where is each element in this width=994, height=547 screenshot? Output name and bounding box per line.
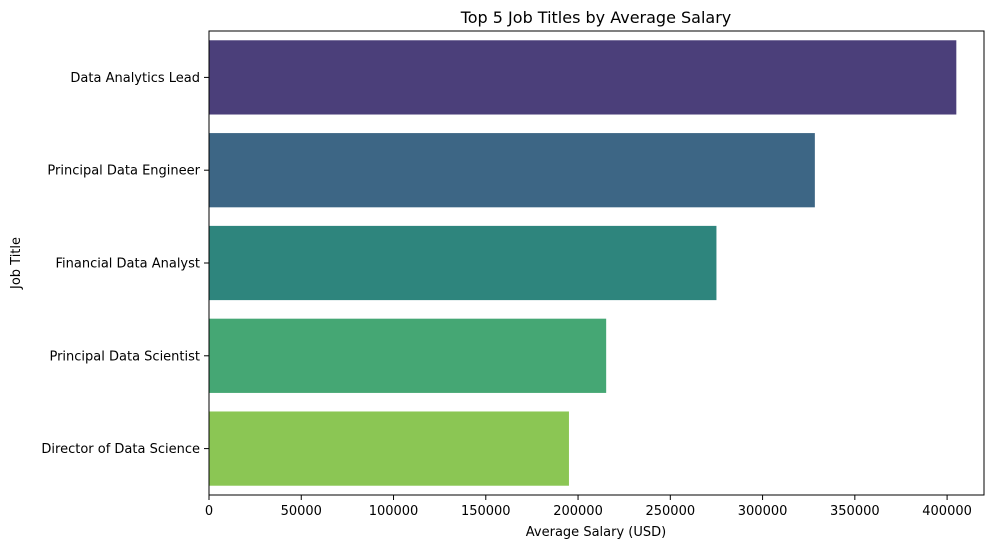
x-tick-label: 50000: [281, 504, 322, 519]
y-tick-label: Principal Data Engineer: [47, 164, 200, 179]
y-axis: Data Analytics Lead Principal Data Engine…: [41, 71, 209, 457]
x-tick-label: 100000: [369, 504, 419, 519]
y-axis-label: Job Title: [9, 237, 24, 290]
y-tick-label: Principal Data Scientist: [49, 349, 200, 364]
bar-2: [209, 225, 717, 301]
x-tick-label: 0: [205, 504, 213, 519]
x-tick-label: 200000: [553, 504, 603, 519]
bar-4: [209, 411, 569, 486]
bar-3: [209, 318, 607, 393]
x-tick-label: 150000: [461, 504, 511, 519]
y-tick-label: Director of Data Science: [41, 442, 200, 457]
bar-1: [209, 133, 815, 208]
x-tick-label: 350000: [830, 504, 880, 519]
x-axis-label: Average Salary (USD): [526, 525, 666, 540]
bar-0: [209, 40, 957, 115]
x-tick-label: 250000: [645, 504, 695, 519]
bars-layer: [209, 40, 957, 486]
x-tick-label: 300000: [738, 504, 788, 519]
chart-title: Top 5 Job Titles by Average Salary: [460, 8, 732, 27]
x-tick-label: 400000: [922, 504, 972, 519]
x-axis: 0 50000 100000 150000 200000 250000 300000 3500…: [205, 495, 972, 519]
y-tick-label: Data Analytics Lead: [70, 71, 200, 86]
y-tick-label: Financial Data Analyst: [55, 257, 200, 272]
plot-frame: [208, 30, 985, 496]
